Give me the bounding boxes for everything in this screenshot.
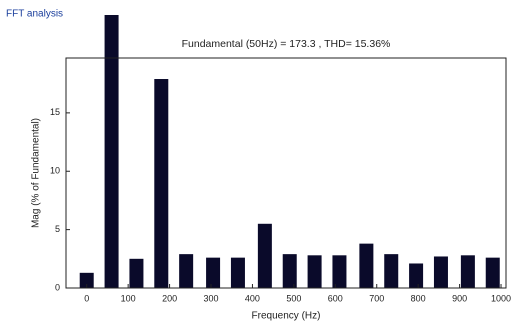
- y-tick-label: 5: [55, 224, 60, 234]
- x-tick-label: 0: [84, 293, 89, 303]
- bar: [230, 257, 245, 288]
- axes-box: [65, 57, 507, 289]
- x-tick-label: 200: [162, 293, 177, 303]
- bar: [359, 243, 374, 288]
- bar: [179, 254, 194, 288]
- bar: [79, 272, 94, 288]
- chart-title: Fundamental (50Hz) = 173.3 , THD= 15.36%: [182, 38, 391, 50]
- y-tick-label: 15: [50, 107, 60, 117]
- x-tick-label: 1000: [491, 293, 511, 303]
- bar: [433, 256, 448, 288]
- bar: [409, 263, 424, 288]
- x-tick-label: 300: [203, 293, 218, 303]
- x-tick-label: 600: [328, 293, 343, 303]
- x-tick-label: 400: [245, 293, 260, 303]
- y-tick-label: 0: [55, 282, 60, 292]
- bar: [332, 255, 347, 288]
- bar: [129, 258, 144, 288]
- bar: [282, 254, 297, 288]
- x-tick-label: 800: [411, 293, 426, 303]
- bar: [257, 223, 272, 288]
- bar: [154, 79, 169, 288]
- y-tick-label: 10: [50, 166, 60, 176]
- bar: [104, 15, 119, 288]
- bar: [460, 255, 475, 288]
- y-axis-label: Mag (% of Fundamental): [31, 118, 42, 228]
- x-tick-label: 700: [369, 293, 384, 303]
- x-tick-label: 500: [286, 293, 301, 303]
- bars: [79, 15, 500, 288]
- panel-label: FFT analysis: [6, 9, 63, 20]
- x-tick-label: 100: [121, 293, 136, 303]
- x-tick-label: 900: [452, 293, 467, 303]
- x-axis-label: Frequency (Hz): [252, 311, 321, 322]
- bar: [485, 257, 500, 288]
- bar: [206, 257, 221, 288]
- bar: [384, 254, 399, 288]
- bar: [307, 255, 322, 288]
